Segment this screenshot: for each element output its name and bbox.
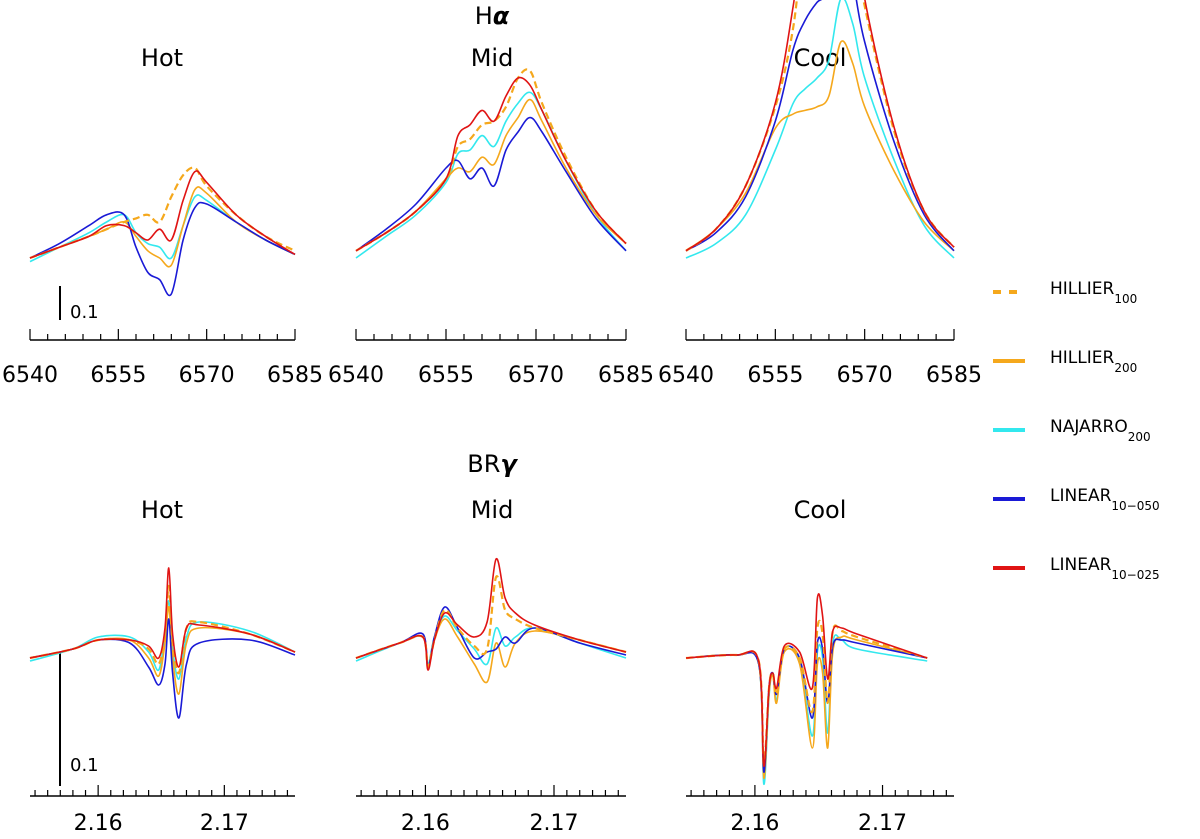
tick-label-cool-halpha: 6555 [747, 363, 803, 388]
tick-label-mid-halpha: 6540 [328, 363, 384, 388]
series-linear_10-050-hot-halpha [29, 201, 296, 297]
tick-label-hot-halpha: 6570 [179, 363, 235, 388]
series-hillier_100-cool-halpha [685, 0, 955, 252]
axes-layer: 6540 6555 6570 6585 6540 6555 6570 6585 6540 6555… [2, 329, 982, 836]
series-linear_10-025-hot-brgamma [29, 567, 296, 668]
legend-label: LINEAR10−050 [1050, 486, 1160, 513]
tick-label-mid-halpha: 6585 [598, 363, 654, 388]
series-linear_10-025-mid-halpha [355, 76, 627, 252]
series-linear_10-025-cool-brgamma [685, 593, 928, 767]
series-linear_10-050-mid-brgamma [355, 606, 627, 668]
legend-item-hillier-100: HILLIER100 [993, 279, 1137, 306]
tick-label-hot-brgamma: 2.17 [200, 811, 249, 836]
series-najarro_200-hot-halpha [29, 194, 296, 263]
scale-bar-top: 0.1 [59, 286, 99, 323]
legend-item-hillier-200: HILLIER200 [993, 348, 1137, 375]
tick-label-cool-halpha: 6570 [837, 363, 893, 388]
series-najarro_200-cool-halpha [685, 0, 955, 259]
legend-item-linear-10-025: LINEAR10−025 [993, 555, 1160, 582]
brgamma-title: BRγ [467, 450, 518, 478]
panel-title-mid-halpha: Mid [471, 44, 514, 72]
series-hillier_100-hot-halpha [29, 166, 296, 260]
legend-label: LINEAR10−025 [1050, 555, 1160, 582]
series-hillier_200-hot-halpha [29, 186, 296, 268]
series-hillier_100-cool-brgamma [685, 619, 928, 765]
tick-label-cool-brgamma: 2.17 [858, 811, 907, 836]
panel-title-mid-brgamma: Mid [471, 496, 514, 524]
series-hillier_200-cool-brgamma [685, 635, 928, 779]
tick-label-cool-halpha: 6540 [658, 363, 714, 388]
series-linear_10-050-mid-halpha [355, 116, 627, 252]
tick-label-mid-halpha: 6570 [508, 363, 564, 388]
series-linear_10-025-hot-halpha [29, 170, 296, 259]
legend-label: NAJARRO200 [1050, 417, 1151, 444]
legend-item-najarro-200: NAJARRO200 [993, 417, 1151, 444]
scale-bar-bottom-label: 0.1 [70, 755, 99, 776]
tick-label-hot-brgamma: 2.16 [74, 811, 123, 836]
legend-label: HILLIER200 [1050, 348, 1137, 375]
tick-label-mid-brgamma: 2.16 [401, 811, 450, 836]
tick-label-cool-brgamma: 2.16 [730, 811, 779, 836]
legend-item-linear-10-050: LINEAR10−050 [993, 486, 1160, 513]
series-linear_10-025-mid-brgamma [355, 558, 627, 671]
series-hillier_200-cool-halpha [685, 40, 955, 252]
panel-title-cool-brgamma: Cool [794, 496, 847, 524]
tick-label-cool-halpha: 6585 [926, 363, 982, 388]
panel-title-hot-halpha: Hot [141, 44, 183, 72]
figure-titles: Hα BRγ Hot Mid Cool Hot Mid Cool [141, 2, 846, 524]
curves-layer [29, 0, 955, 785]
legend-label: HILLIER100 [1050, 279, 1137, 306]
panel-title-cool-halpha: Cool [794, 44, 847, 72]
legend: HILLIER100 HILLIER200 NAJARRO200 LINEAR10−0… [993, 279, 1160, 582]
tick-label-hot-halpha: 6540 [2, 363, 58, 388]
series-linear_10-050-cool-halpha [685, 0, 955, 252]
tick-label-mid-halpha: 6555 [418, 363, 474, 388]
scale-bar-top-label: 0.1 [70, 302, 99, 323]
halpha-title: Hα [475, 2, 510, 30]
tick-label-hot-halpha: 6585 [267, 363, 323, 388]
tick-label-mid-brgamma: 2.17 [530, 811, 579, 836]
series-hillier_100-mid-halpha [355, 68, 627, 252]
tick-label-hot-halpha: 6555 [90, 363, 146, 388]
panel-title-hot-brgamma: Hot [141, 496, 183, 524]
series-najarro_200-mid-halpha [355, 91, 627, 259]
series-najarro_200-hot-brgamma [29, 600, 296, 680]
scale-bar-bottom: 0.1 [59, 652, 99, 786]
series-linear_10-025-cool-halpha [685, 0, 955, 252]
